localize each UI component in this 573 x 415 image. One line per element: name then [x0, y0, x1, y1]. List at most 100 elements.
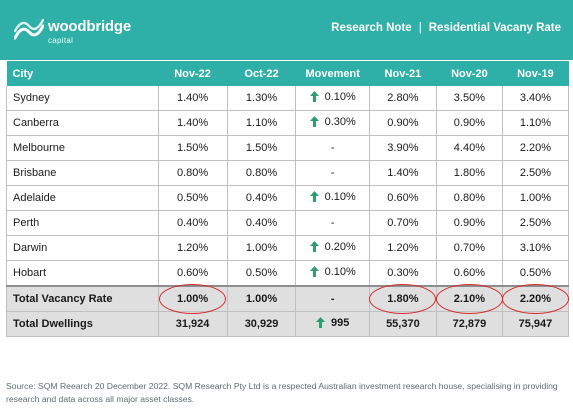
col-nov21: Nov-21: [369, 61, 437, 86]
total-dwellings-nov19: 75,947: [502, 311, 570, 337]
cell-city: Brisbane: [6, 160, 159, 186]
arrow-up-icon: [309, 241, 319, 253]
cell-oct22: 1.10%: [227, 110, 297, 136]
total-dwellings-nov22: 31,924: [158, 311, 228, 337]
cell-nov22: 0.80%: [158, 160, 228, 186]
source-note: Source: SQM Reearch 20 December 2022. SQ…: [6, 381, 558, 404]
arrow-up-icon: [309, 91, 319, 103]
highlight-circle: 1.80%: [369, 284, 437, 314]
table-row: Brisbane 0.80% 0.80% -1.40% 1.80% 2.50%: [6, 160, 570, 186]
cell-oct22: 0.40%: [227, 210, 297, 236]
movement-value: 995: [331, 316, 350, 329]
cell-oct22: 1.30%: [227, 86, 297, 111]
movement-value: 0.30%: [324, 115, 356, 128]
total-vacancy-movement: -: [295, 285, 370, 312]
col-oct22: Oct-22: [227, 61, 296, 86]
cell-nov22: 1.40%: [158, 110, 228, 136]
cell-nov19: 0.50%: [502, 260, 570, 287]
total-dwellings-nov20: 72,879: [436, 311, 503, 337]
cell-city: Perth: [6, 210, 159, 236]
total-vacancy-label: Total Vacancy Rate: [6, 285, 159, 312]
cell-nov19: 2.20%: [502, 135, 570, 161]
header-title: Research Note | Residential Vacany Rate: [331, 22, 561, 34]
cell-movement: -: [295, 135, 370, 161]
total-dwellings-label: Total Dwellings: [6, 311, 159, 337]
highlight-circle: 2.20%: [501, 284, 570, 314]
cell-oct22: 0.80%: [227, 160, 297, 186]
cell-movement: 0.20%: [295, 235, 370, 261]
col-movement: Movement: [295, 61, 370, 86]
cell-city: Hobart: [6, 260, 159, 287]
cell-nov22: 0.50%: [158, 185, 228, 211]
arrow-up-icon: [309, 116, 319, 128]
cell-city: Adelaide: [6, 185, 159, 211]
table-header-row: City Nov-22 Oct-22 Movement Nov-21 Nov-2…: [6, 61, 569, 86]
cell-nov19: 1.10%: [502, 110, 570, 136]
cell-nov19: 3.40%: [502, 86, 570, 111]
header-subject: Residential Vacany Rate: [428, 22, 561, 34]
woodbridge-wave-icon: [14, 18, 44, 40]
total-vacancy-nov21: 1.80%: [369, 284, 437, 314]
cell-city: Sydney: [6, 86, 159, 111]
total-dwellings-movement: 995: [295, 311, 370, 337]
total-vacancy-nov22: 1.00%: [158, 284, 228, 314]
cell-movement: -: [295, 160, 370, 186]
movement-value: 0.10%: [324, 190, 356, 203]
cell-city: Canberra: [6, 110, 159, 136]
cell-oct22: 0.40%: [227, 185, 297, 211]
total-vacancy-nov19: 2.20%: [501, 284, 570, 314]
highlight-circle: 2.10%: [435, 284, 504, 314]
cell-nov20: 0.90%: [436, 110, 503, 136]
cell-nov21: 0.30%: [369, 260, 437, 287]
cell-city: Darwin: [6, 235, 159, 261]
vacancy-table: City Nov-22 Oct-22 Movement Nov-21 Nov-2…: [6, 61, 570, 337]
col-nov22: Nov-22: [158, 61, 228, 86]
brand-logo: woodbridge capital: [14, 16, 134, 48]
cell-nov19: 3.10%: [502, 235, 570, 261]
brand-sub: capital: [48, 36, 74, 45]
movement-value: 0.10%: [324, 90, 356, 103]
cell-nov21: 1.40%: [369, 160, 437, 186]
movement-value: 0.10%: [324, 265, 356, 278]
cell-movement: 0.10%: [295, 260, 370, 287]
cell-nov20: 0.80%: [436, 185, 503, 211]
cell-nov21: 1.20%: [369, 235, 437, 261]
table-row: Adelaide 0.50% 0.40% 0.10% 0.60% 0.80% 1.00%: [6, 185, 570, 211]
total-vacancy-nov20: 2.10%: [435, 284, 504, 314]
cell-nov22: 1.40%: [158, 86, 228, 111]
table-row: Canberra 1.40% 1.10% 0.30% 0.90% 0.90% 1.10%: [6, 110, 570, 136]
cell-nov20: 0.90%: [436, 210, 503, 236]
cell-nov20: 0.70%: [436, 235, 503, 261]
arrow-up-icon: [309, 266, 319, 278]
arrow-up-icon: [316, 317, 325, 329]
cell-oct22: 1.00%: [227, 235, 297, 261]
cell-nov19: 2.50%: [502, 160, 570, 186]
table-row: Hobart 0.60% 0.50% 0.10% 0.30% 0.60% 0.50%: [6, 260, 570, 287]
cell-movement: 0.10%: [295, 185, 370, 211]
col-nov19: Nov-19: [502, 61, 569, 86]
cell-nov21: 3.90%: [369, 135, 437, 161]
cell-nov22: 0.60%: [158, 260, 228, 287]
cell-nov20: 4.40%: [436, 135, 503, 161]
cell-nov22: 1.50%: [158, 135, 228, 161]
table-row: Melbourne 1.50% 1.50% -3.90% 4.40% 2.20%: [6, 135, 570, 161]
cell-movement: -: [295, 210, 370, 236]
cell-nov20: 3.50%: [436, 86, 503, 111]
cell-nov22: 1.20%: [158, 235, 228, 261]
cell-city: Melbourne: [6, 135, 159, 161]
table-row: Darwin 1.20% 1.00% 0.20% 1.20% 0.70% 3.10%: [6, 235, 570, 261]
cell-nov21: 0.90%: [369, 110, 437, 136]
total-dwellings-row: Total Dwellings 31,924 30,929 995 55,370…: [6, 311, 570, 337]
table-row: Perth 0.40% 0.40% -0.70% 0.90% 2.50%: [6, 210, 570, 236]
header-note: Research Note: [331, 22, 412, 34]
cell-oct22: 1.50%: [227, 135, 297, 161]
cell-oct22: 0.50%: [227, 260, 297, 287]
total-vacancy-oct22: 1.00%: [227, 285, 297, 312]
col-nov20: Nov-20: [436, 61, 503, 86]
total-dwellings-oct22: 30,929: [227, 311, 297, 337]
cell-nov21: 0.60%: [369, 185, 437, 211]
cell-nov21: 0.70%: [369, 210, 437, 236]
cell-nov22: 0.40%: [158, 210, 228, 236]
header-banner: woodbridge capital Research Note | Residen…: [0, 0, 573, 60]
brand-name: woodbridge: [48, 18, 131, 35]
